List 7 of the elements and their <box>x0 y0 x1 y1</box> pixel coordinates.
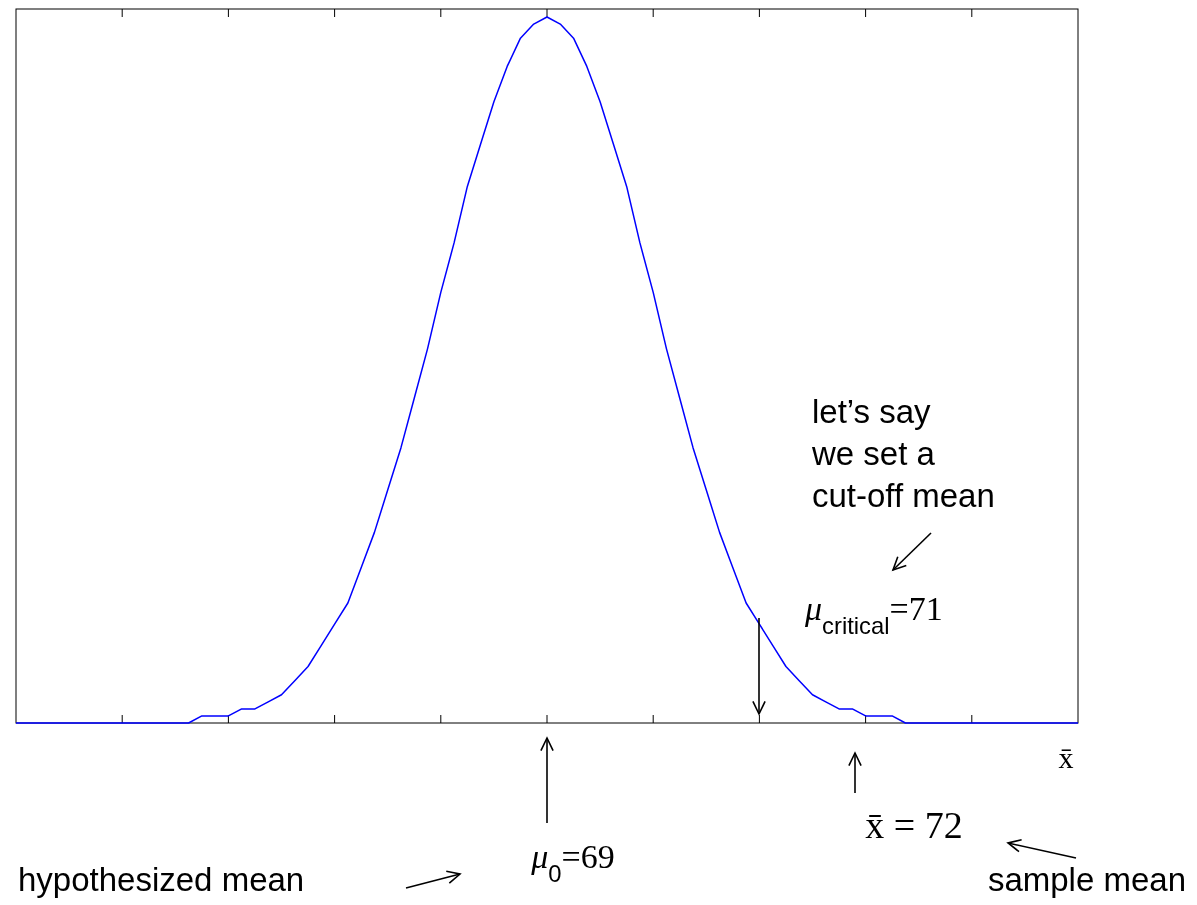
text: μ$_{0}$=69 <box>530 838 615 887</box>
text: sample mean <box>987 861 1186 898</box>
text: x̄ = 72 <box>865 804 963 846</box>
x-axis-title: x̄ <box>1058 741 1074 774</box>
annotation: let’s say we set a cut-off mean <box>811 393 995 514</box>
text: hypothesized mean <box>18 861 305 898</box>
annotation: μ$_{critical}$=71 <box>804 590 943 639</box>
